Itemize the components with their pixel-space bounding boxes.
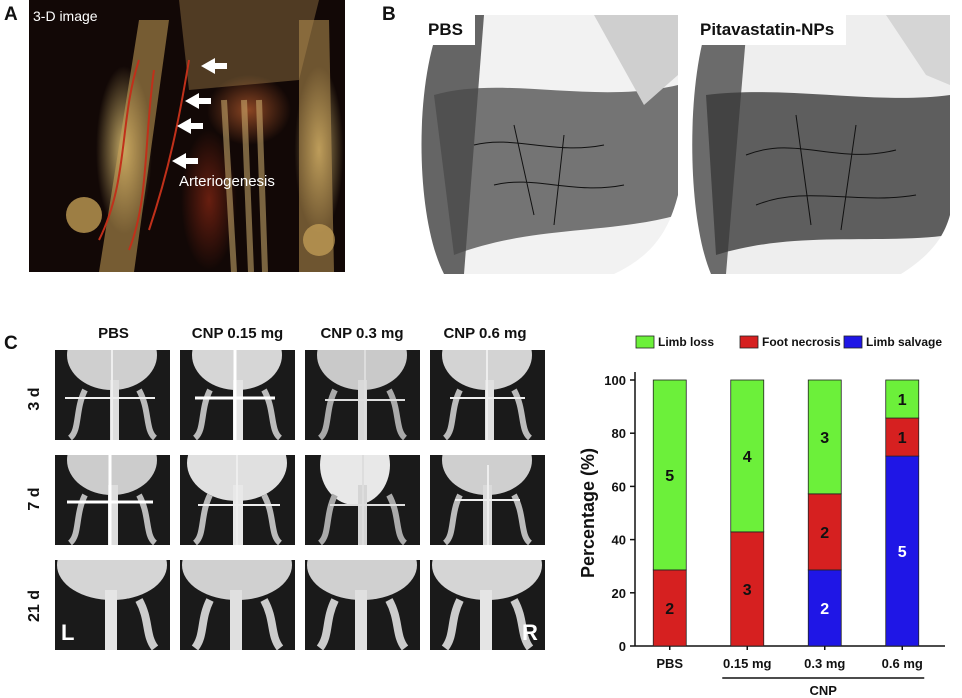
row-header-3d: 3 d: [26, 387, 43, 411]
mouse-photo-pbs-21d: L: [55, 560, 170, 650]
bar-segment: [730, 531, 765, 647]
limb-outcome-chart: Limb loss Foot necrosis Limb salvage 0 20 40 6…: [578, 335, 945, 698]
bar-segment: [730, 379, 765, 533]
bar-segment: [807, 379, 842, 495]
pitavastatin-xray-image: [686, 15, 950, 274]
bar-count-label: 1: [898, 430, 907, 447]
legend-swatch: [843, 335, 863, 349]
x-tick-label: 0.15 mg: [723, 656, 771, 671]
bar-count-label: 1: [898, 392, 907, 409]
bar-segment: [807, 569, 842, 647]
pbs-xray-image: [414, 15, 678, 274]
bar-count-label: 2: [820, 525, 829, 542]
bar-segment: [885, 417, 920, 457]
bar-count-label: 5: [665, 468, 674, 485]
mouse-photo-pbs-7d: [55, 455, 170, 545]
bar-count-label: 4: [743, 449, 752, 466]
right-side-label: R: [522, 620, 538, 645]
row-header-7d: 7 d: [26, 487, 43, 511]
angiography-3d-image: 3-D image Arteriogenesis: [29, 0, 345, 272]
legend-label: Limb loss: [658, 335, 714, 349]
panel-b-letter: B: [382, 4, 396, 25]
x-tick-label: 0.3 mg: [804, 656, 845, 671]
bar-count-label: 2: [820, 601, 829, 618]
y-axis-label: Percentage (%): [578, 448, 598, 578]
bar-segment: [807, 493, 842, 571]
left-side-label: L: [61, 620, 75, 645]
pbs-angiogram: PBS: [414, 15, 678, 274]
group-label: CNP: [810, 683, 838, 698]
panel-a-letter: A: [4, 4, 18, 25]
bar-count-label: 2: [665, 601, 674, 618]
x-tick-label: PBS: [656, 656, 683, 671]
arrows: [172, 58, 227, 169]
legend-label: Limb salvage: [866, 335, 942, 349]
bar-count-label: 5: [898, 544, 907, 561]
legend-label: Foot necrosis: [762, 335, 841, 349]
bar-segment: [652, 379, 687, 571]
pitavastatin-angiogram: Pitavastatin-NPs: [686, 15, 950, 274]
pitavastatin-label: Pitavastatin-NPs: [686, 15, 847, 45]
row-header-21d: 21 d: [26, 590, 43, 623]
panel-c-letter: C: [4, 333, 18, 354]
bar-count-label: 3: [820, 430, 829, 447]
y-tick-label: 40: [612, 533, 626, 548]
mouse-photo-cnp-015-21d: [180, 560, 295, 650]
mouse-photo-cnp-015-3d: [180, 350, 295, 440]
y-tick-label: 60: [612, 479, 626, 494]
pbs-label: PBS: [414, 15, 475, 45]
x-tick-label: 0.6 mg: [882, 656, 923, 671]
bar-count-label: 3: [743, 582, 752, 599]
mouse-photo-cnp-06-7d: [430, 455, 545, 545]
mouse-photo-pbs-3d: [55, 350, 170, 440]
mouse-photo-cnp-03-3d: [305, 350, 420, 440]
y-tick-label: 100: [604, 373, 626, 388]
vessel-drawing: [66, 0, 335, 272]
image-label: 3-D image: [33, 8, 98, 24]
bar-segment: [885, 455, 920, 647]
y-tick-label: 20: [612, 586, 626, 601]
mouse-photo-cnp-015-7d: [180, 455, 295, 545]
bar-segment: [885, 379, 920, 419]
legend-swatch: [739, 335, 759, 349]
mouse-photo-cnp-06-3d: [430, 350, 545, 440]
arteriogenesis-label: Arteriogenesis: [179, 173, 275, 190]
column-header-cnp-015: CNP 0.15 mg: [191, 325, 284, 342]
mouse-photo-cnp-03-7d: [305, 455, 420, 545]
mouse-photo-cnp-06-21d: R: [430, 560, 545, 650]
mouse-photo-cnp-03-21d: [305, 560, 420, 650]
column-header-cnp-03: CNP 0.3 mg: [320, 325, 404, 342]
column-header-cnp-06: CNP 0.6 mg: [443, 325, 527, 342]
y-tick-label: 0: [619, 639, 626, 654]
y-tick-label: 80: [612, 426, 626, 441]
legend-swatch: [635, 335, 655, 349]
column-header-pbs: PBS: [98, 325, 129, 342]
